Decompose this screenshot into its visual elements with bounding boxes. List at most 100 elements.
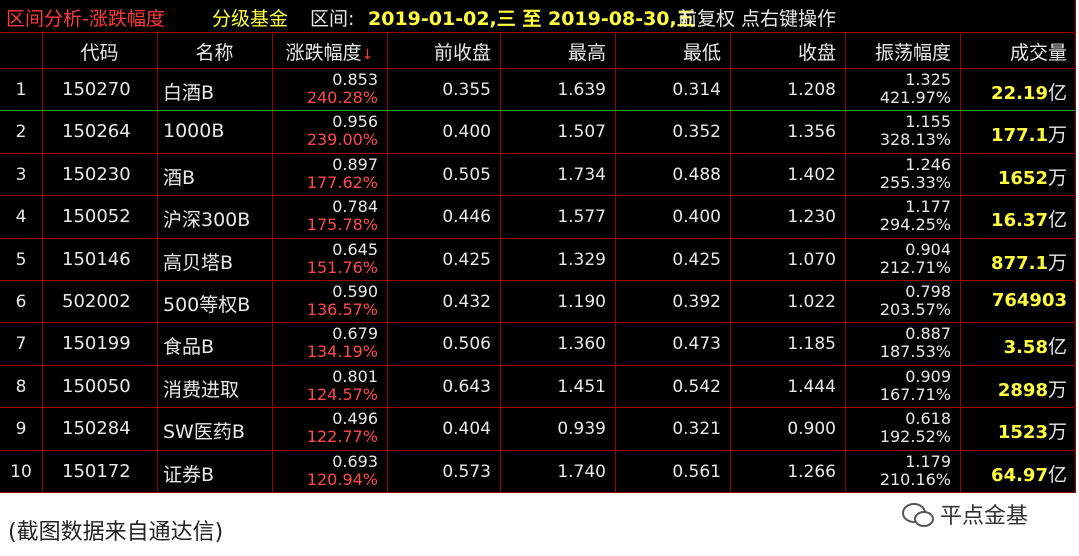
low: 0.488: [672, 164, 721, 185]
amplitude-pct: 192.52%: [879, 427, 951, 447]
row-divider: [0, 237, 1076, 239]
volume: 22.19亿: [991, 78, 1067, 105]
close: 1.266: [787, 461, 836, 482]
column-divider: [845, 33, 846, 492]
change: 0.496: [332, 409, 378, 429]
column-divider: [500, 33, 501, 492]
row-number: 4: [15, 207, 27, 228]
prev-close: 0.506: [442, 334, 491, 355]
fund-code: 150052: [62, 206, 131, 228]
column-header: 涨跌幅度↓: [285, 42, 374, 64]
row-number: 9: [15, 419, 27, 440]
change: 0.590: [332, 282, 378, 301]
close: 1.444: [787, 376, 836, 397]
volume-value: 22.19: [991, 83, 1048, 104]
amplitude: 0.904: [905, 239, 951, 259]
volume-value: 1652: [997, 167, 1048, 189]
change-pct: 151.76%: [306, 257, 378, 277]
amplitude: 1.179: [905, 451, 951, 471]
prev-close: 0.643: [442, 376, 491, 397]
high: 1.507: [557, 122, 606, 143]
prev-close: 0.505: [442, 164, 491, 185]
fund-name: 沪深300B: [163, 209, 251, 232]
title-segment: 区间:: [310, 8, 355, 30]
amplitude-pct: 328.13%: [879, 130, 951, 150]
volume: 64.97亿: [991, 460, 1067, 487]
low: 0.352: [672, 122, 721, 143]
volume-value: 3.58: [1003, 337, 1048, 359]
row-divider: [0, 152, 1076, 154]
close: 1.208: [787, 80, 836, 100]
volume: 764903: [992, 290, 1067, 311]
amplitude: 0.909: [905, 366, 951, 386]
caption: (截图数据来自通达信): [8, 520, 224, 545]
fund-code: 150230: [62, 163, 131, 185]
row-divider: [0, 280, 1076, 281]
amplitude-pct: 294.25%: [879, 215, 951, 235]
row-number: 3: [15, 164, 27, 185]
fund-code: 150050: [62, 375, 131, 397]
amplitude: 1.325: [905, 70, 951, 89]
volume-value: 2898: [997, 379, 1048, 401]
close: 1.022: [787, 292, 836, 312]
volume: 177.1万: [991, 120, 1067, 147]
title-segment: 前复权 点右键操作: [678, 8, 837, 30]
row-divider: [0, 364, 1076, 366]
volume: 16.37亿: [991, 205, 1067, 232]
prev-close: 0.573: [442, 461, 491, 482]
change: 0.679: [332, 324, 378, 344]
row-number: 8: [15, 376, 27, 397]
volume: 877.1万: [991, 248, 1067, 275]
high: 1.360: [557, 334, 606, 355]
volume-unit: 万: [1047, 166, 1067, 189]
column-divider: [960, 33, 961, 492]
fund-name: 白酒B: [163, 82, 215, 104]
volume-value: 1523: [997, 422, 1048, 444]
low: 0.392: [672, 292, 721, 312]
column-header: 最高: [567, 42, 606, 64]
row-divider: [0, 195, 1076, 197]
volume-unit: 万: [1047, 251, 1067, 274]
column-header: 最低: [682, 42, 721, 64]
prev-close: 0.404: [442, 419, 491, 440]
amplitude-pct: 255.33%: [879, 172, 951, 192]
amplitude: 0.618: [905, 409, 951, 429]
high: 1.740: [557, 461, 606, 482]
fund-code: 150270: [62, 79, 131, 100]
amplitude-pct: 167.71%: [879, 384, 951, 404]
title-bar: 区间分析-涨跌幅度 分级基金 区间: 2019-01-02,三 至 2019-08-3…: [0, 0, 1076, 33]
high: 1.577: [557, 207, 606, 228]
amplitude: 1.177: [905, 197, 951, 217]
title-segment: 分级基金: [212, 8, 289, 30]
column-divider: [730, 33, 731, 492]
column-divider: [1075, 0, 1076, 492]
change: 0.897: [332, 154, 378, 174]
fund-code: 150172: [62, 460, 131, 482]
high: 1.639: [557, 80, 606, 100]
low: 0.425: [672, 249, 721, 270]
high: 1.451: [557, 376, 606, 397]
fund-name: 证券B: [163, 463, 215, 486]
column-divider: [42, 33, 43, 492]
amplitude: 0.887: [905, 324, 951, 344]
row-divider: [0, 110, 1076, 112]
amplitude-pct: 210.16%: [879, 469, 951, 489]
volume-unit: 万: [1047, 124, 1067, 147]
close: 0.900: [787, 419, 836, 440]
row-number: 7: [15, 334, 27, 355]
low: 0.321: [672, 419, 721, 440]
close: 1.185: [787, 334, 836, 355]
volume-unit: 万: [1047, 378, 1067, 401]
column-header: 振荡幅度: [874, 42, 951, 64]
row-number: 10: [10, 461, 32, 482]
high: 0.939: [557, 419, 606, 440]
watermark: 平点金基: [940, 504, 1029, 529]
fund-code: 150199: [62, 333, 131, 355]
volume-unit: 亿: [1047, 336, 1067, 359]
change: 0.693: [332, 451, 378, 471]
column-header: 名称: [195, 42, 234, 64]
amplitude: 0.798: [905, 282, 951, 301]
change-pct: 122.77%: [306, 427, 378, 447]
fund-name: 500等权B: [163, 294, 251, 316]
